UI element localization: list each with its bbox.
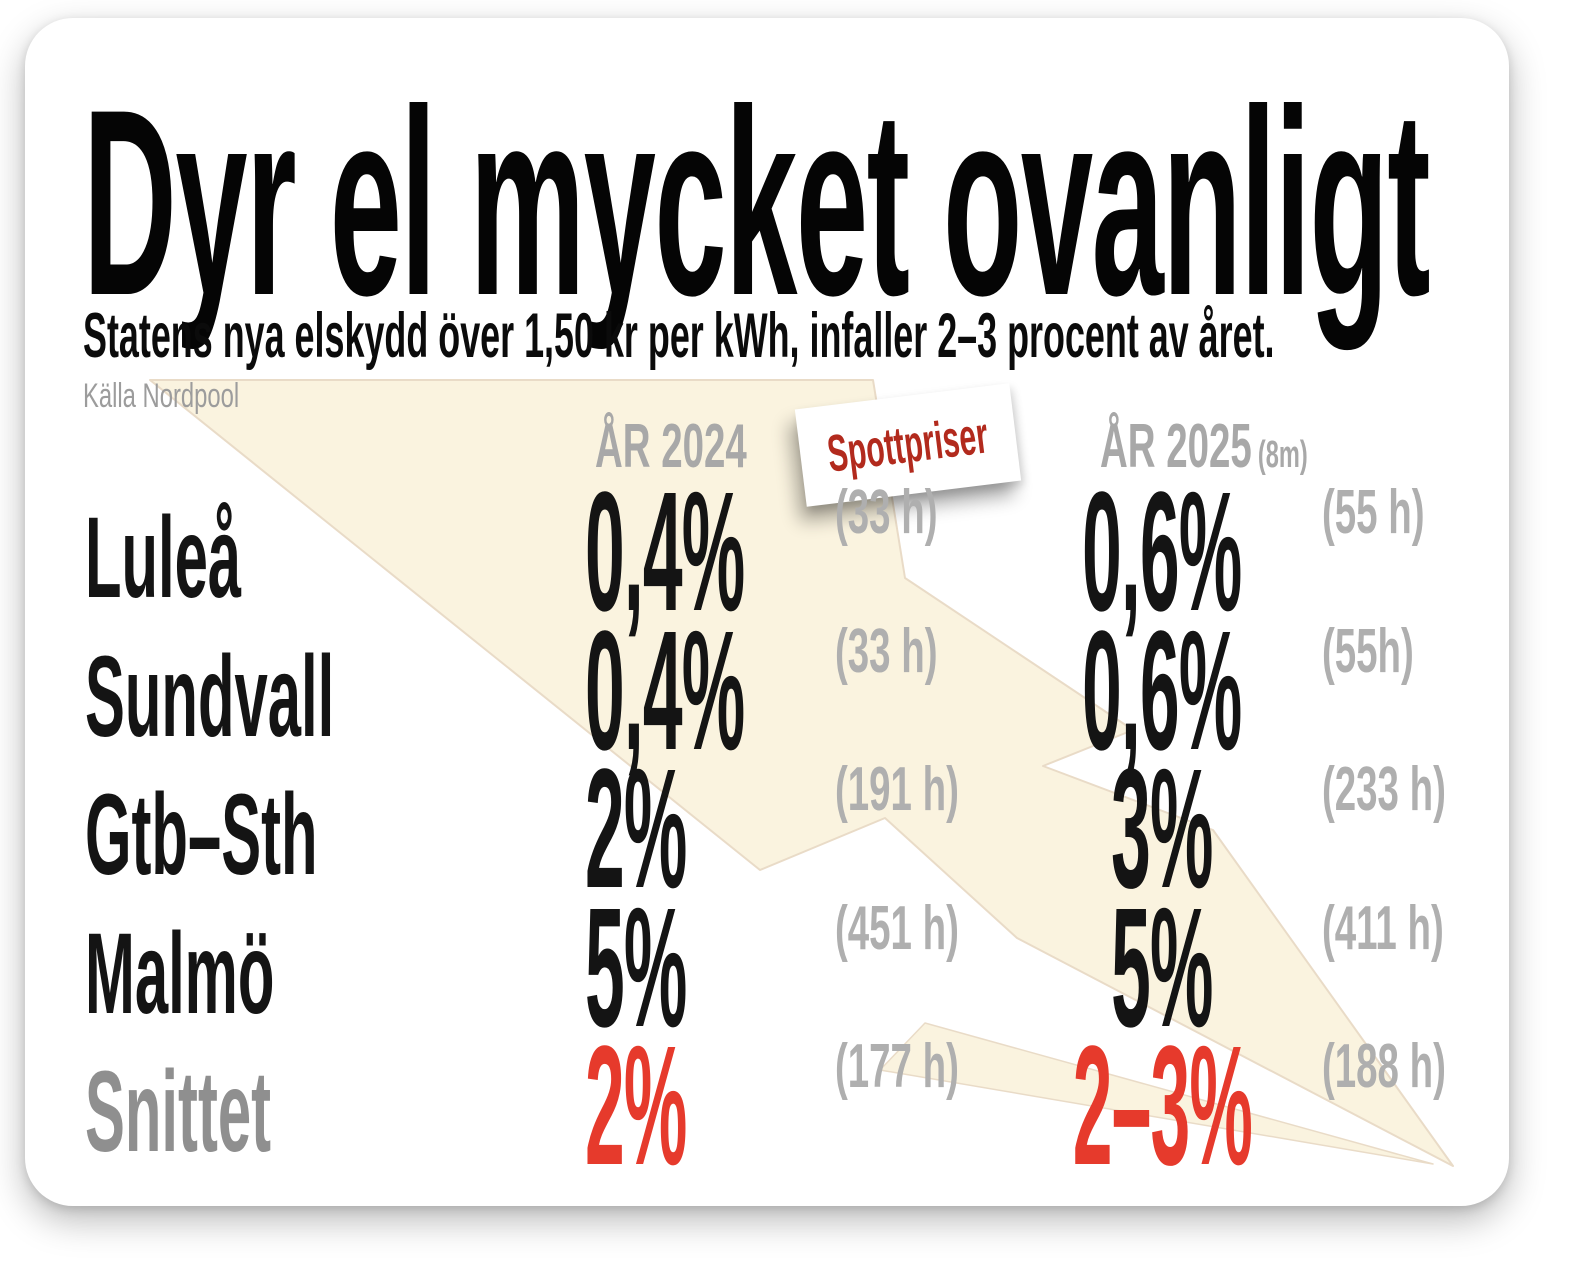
row-label: Gtb–Sth: [85, 771, 318, 899]
hours-2025: (233 h): [1322, 755, 1446, 824]
row-label: Malmö: [85, 910, 275, 1038]
row-label: Sundvall: [85, 633, 335, 761]
column-header-2025-suffix: (8m): [1257, 434, 1308, 476]
value-2024: 2%: [585, 1011, 687, 1201]
column-header-2025: ÅR 2025 (8m): [1100, 416, 1435, 478]
table-row-malmo: Malmö 5% (451 h) 5% (411 h): [25, 883, 1509, 1053]
value-2024: 2%: [585, 734, 687, 924]
column-header-2025-text: ÅR 2025: [1100, 412, 1252, 481]
hours-2025: (411 h): [1322, 894, 1444, 963]
value-2024: 5%: [585, 873, 687, 1063]
hours-2024: (191 h): [835, 755, 959, 824]
source-label: Källa Nordpool: [83, 377, 240, 415]
table-row-sundvall: Sundvall 0,4% (33 h) 0,6% (55h): [25, 606, 1509, 776]
table-row-lulea: Luleå 0,4% (33 h) 0,6% (55 h): [25, 467, 1509, 637]
hours-2024: (177 h): [835, 1032, 959, 1101]
row-label: Snittet: [85, 1048, 272, 1176]
hours-2024: (451 h): [835, 894, 959, 963]
column-header-2024: ÅR 2024: [595, 412, 747, 481]
infographic-card: Dyr el mycket ovanligt Statens nya elsky…: [25, 18, 1509, 1206]
hours-2025: (55h): [1322, 617, 1414, 686]
value-2024: 0,4%: [585, 596, 745, 786]
page-title: Dyr el mycket ovanligt: [83, 55, 1431, 351]
table-row-snittet: Snittet 2% (177 h) 2–3% (188 h): [25, 1021, 1509, 1191]
hours-2024: (33 h): [835, 617, 938, 686]
page-subtitle: Statens nya elskydd över 1,50 kr per kWh…: [83, 301, 1275, 371]
table-row-gtb-sth: Gtb–Sth 2% (191 h) 3% (233 h): [25, 744, 1509, 914]
hours-2025: (55 h): [1322, 478, 1425, 547]
hours-2025: (188 h): [1322, 1032, 1446, 1101]
value-2024: 0,4%: [585, 457, 745, 647]
row-label: Luleå: [85, 494, 242, 622]
hours-2024: (33 h): [835, 478, 938, 547]
